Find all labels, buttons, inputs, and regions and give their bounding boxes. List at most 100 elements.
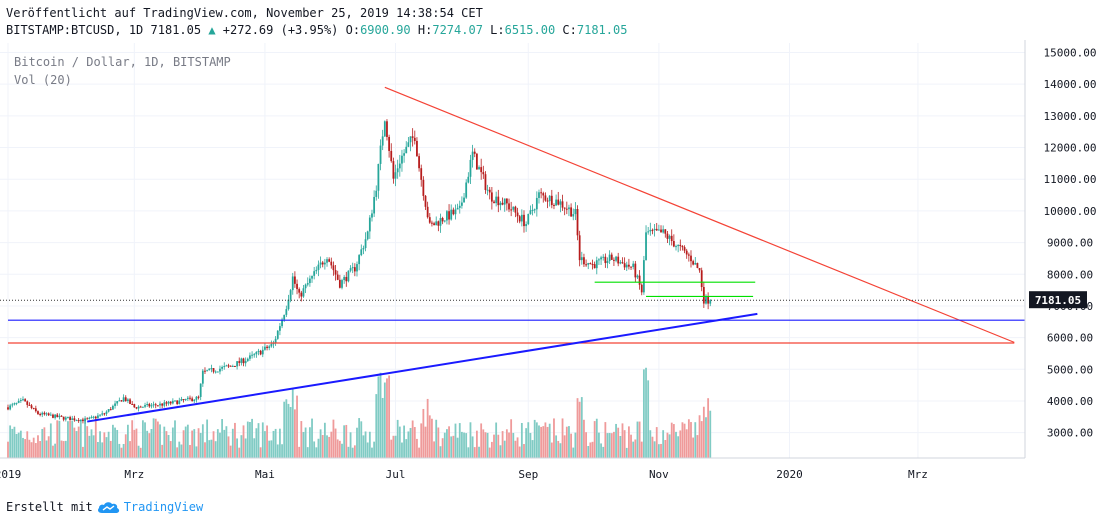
candle-body xyxy=(197,396,200,398)
candle-body xyxy=(304,284,307,289)
close-label: C: xyxy=(562,23,577,37)
volume-bar xyxy=(343,425,346,458)
candle-body xyxy=(28,404,31,406)
volume-bar xyxy=(199,432,202,458)
candle-body xyxy=(236,361,238,367)
candle-body xyxy=(518,216,521,222)
volume-bar xyxy=(321,435,324,458)
volume-bar xyxy=(281,444,283,458)
volume-bar xyxy=(300,421,303,458)
y-tick-label: 14000.00 xyxy=(1044,78,1097,91)
candle-body xyxy=(193,399,196,402)
volume-bar xyxy=(11,428,14,458)
last-price-tag-box xyxy=(1029,291,1087,309)
candle-body xyxy=(544,195,547,201)
candle-body xyxy=(424,195,427,207)
candle-body xyxy=(306,283,309,285)
volume-bar xyxy=(694,422,697,458)
candle-body xyxy=(79,419,82,422)
time-axis[interactable]: 2019 Mrz Mai Jul Sep Nov 2020 Mrz xyxy=(0,468,928,481)
volume-bar xyxy=(150,429,153,458)
x-tick-label: Mrz xyxy=(908,468,928,481)
volume-bar xyxy=(428,415,431,458)
volume-bar xyxy=(62,441,65,458)
volume-bar xyxy=(636,421,639,458)
volume-bar xyxy=(381,397,384,458)
volume-bar xyxy=(602,446,605,458)
volume-bar xyxy=(270,440,273,458)
price-axis[interactable]: 3000.004000.005000.006000.007000.008000.… xyxy=(1044,47,1097,440)
candle-body xyxy=(503,198,506,205)
candle-body xyxy=(426,206,429,218)
change-value: +272.69 (+3.95%) xyxy=(222,23,339,37)
volume-bar xyxy=(362,435,365,458)
volume-bar xyxy=(137,445,140,458)
volume-bar xyxy=(593,421,596,458)
candle-body xyxy=(497,196,500,206)
candle-body xyxy=(570,207,572,217)
candle-body xyxy=(112,405,114,410)
candle-body xyxy=(19,400,22,402)
candle-body xyxy=(294,276,296,284)
volume-bar xyxy=(657,444,660,458)
volume-bar xyxy=(67,421,69,458)
candle-body xyxy=(189,397,191,399)
candle-body xyxy=(227,365,230,367)
candle-body xyxy=(82,419,84,422)
candle-body xyxy=(675,246,677,248)
volume-bar xyxy=(360,421,363,458)
candle-body xyxy=(664,229,667,234)
price-chart[interactable]: 3000.004000.005000.006000.007000.008000.… xyxy=(0,40,1100,495)
candle-body xyxy=(30,405,33,408)
volume-bar xyxy=(313,441,316,458)
tradingview-link[interactable]: TradingView xyxy=(97,500,203,514)
volume-bar xyxy=(223,429,226,458)
volume-bar xyxy=(679,430,682,458)
volume-bar xyxy=(484,432,487,458)
volume-bar xyxy=(523,444,525,458)
volume-bar xyxy=(129,441,131,458)
candle-body xyxy=(379,145,382,164)
volume-bar xyxy=(105,437,108,458)
open-label: O: xyxy=(345,23,361,37)
candle-body xyxy=(201,370,204,384)
volume-bar xyxy=(60,440,63,458)
volume-bar xyxy=(251,418,253,458)
volume-bar xyxy=(645,367,647,458)
volume-bar xyxy=(570,433,572,458)
candle-body xyxy=(510,209,513,211)
candle-body xyxy=(283,314,286,320)
volume-bar xyxy=(681,422,684,458)
y-tick-label: 3000.00 xyxy=(1047,427,1093,440)
candle-body xyxy=(268,346,271,349)
volume-bar xyxy=(272,430,275,458)
candle-body xyxy=(148,403,151,407)
volume-bar xyxy=(518,446,521,458)
candle-body xyxy=(657,229,660,231)
candle-body xyxy=(520,214,523,222)
candle-body xyxy=(319,262,322,265)
volume-bar xyxy=(375,394,378,458)
volume-bar xyxy=(529,432,532,458)
volume-bar xyxy=(347,446,350,458)
volume-bar xyxy=(144,422,146,458)
candle-body xyxy=(572,214,575,217)
volume-bar xyxy=(154,418,157,458)
volume-bar xyxy=(135,428,138,458)
candle-body xyxy=(486,189,489,191)
candle-body xyxy=(11,404,14,406)
volume-bar xyxy=(103,432,106,458)
volume-bar xyxy=(97,442,99,458)
candle-body xyxy=(563,207,566,209)
volume-bar xyxy=(88,435,91,458)
volume-bar xyxy=(677,436,680,458)
candle-body xyxy=(600,257,602,260)
candle-body xyxy=(231,366,234,368)
open-value: 6900.90 xyxy=(360,23,411,37)
volume-bar xyxy=(349,432,352,458)
volume-bar xyxy=(165,431,168,458)
candle-body xyxy=(456,207,459,210)
volume-bar xyxy=(516,437,519,458)
candle-body xyxy=(266,346,268,349)
candle-body xyxy=(559,201,562,205)
